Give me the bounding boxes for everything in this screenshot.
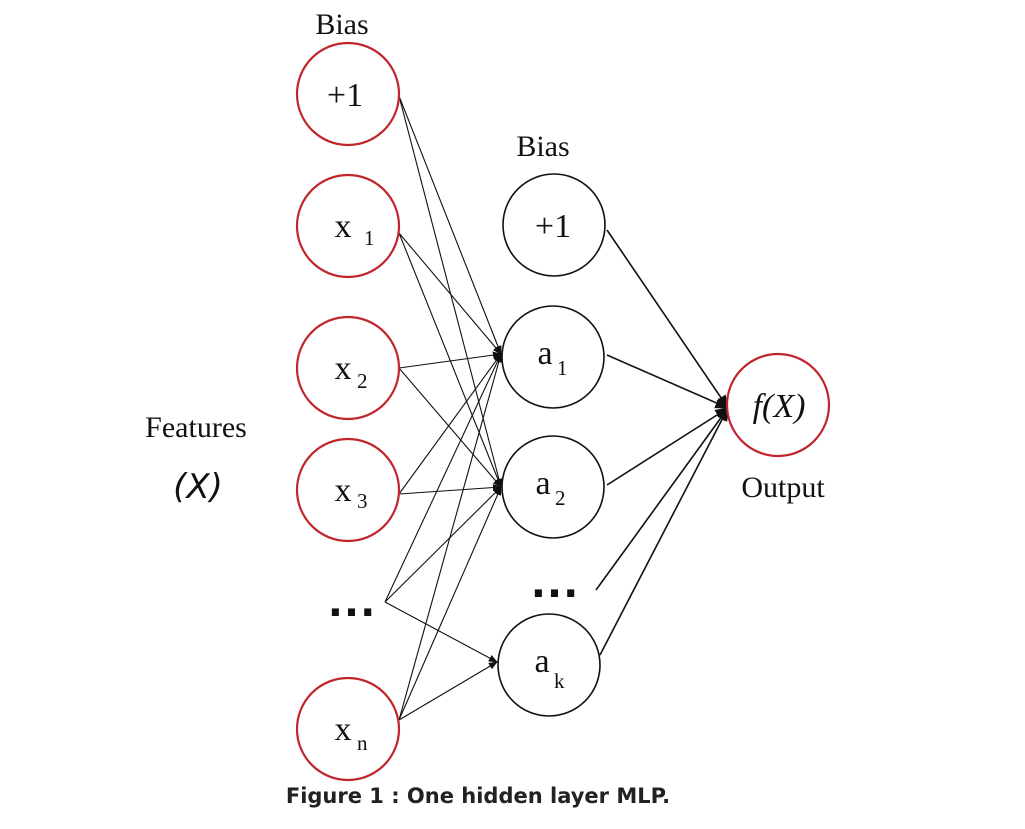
hidden-ellipsis: ... — [531, 561, 580, 607]
input-node-bias: +1 — [295, 41, 401, 147]
edge-dots-to-a1 — [384, 353, 502, 603]
edge-a2-to-output — [606, 407, 730, 486]
edge-hdots-to-output — [595, 406, 729, 591]
svg-text:1: 1 — [364, 226, 375, 250]
edge-ak-to-output — [599, 406, 729, 656]
hidden-node-ak: a k — [497, 613, 601, 717]
hidden-node-a2: a 2 — [501, 435, 605, 539]
svg-text:x: x — [335, 350, 352, 387]
edge-bias-to-a1 — [398, 95, 502, 355]
hidden-node-a1: a 1 — [501, 305, 605, 409]
svg-text:2: 2 — [555, 486, 566, 510]
svg-text:+1: +1 — [535, 208, 571, 245]
output-label: Output — [741, 471, 825, 504]
svg-text:a: a — [534, 643, 549, 680]
svg-text:a: a — [535, 465, 550, 502]
edge-xn-to-a2 — [398, 486, 502, 721]
features-label: Features — [145, 411, 247, 444]
edge-xn-to-a1 — [398, 353, 503, 721]
svg-text:k: k — [554, 669, 565, 693]
svg-text:2: 2 — [357, 369, 368, 393]
input-node-x3: x 3 — [295, 437, 401, 543]
edge-x1-to-a2 — [398, 232, 502, 488]
hidden-bias-title: Bias — [516, 130, 569, 163]
svg-text:1: 1 — [557, 356, 568, 380]
edge-xn-to-ak — [398, 661, 498, 721]
edge-a1-to-output — [606, 354, 730, 409]
input-bias-title: Bias — [315, 8, 368, 41]
svg-text:+1: +1 — [327, 77, 363, 114]
edge-hbias-to-output — [606, 229, 729, 410]
svg-text:f(X): f(X) — [753, 388, 806, 425]
edge-dots-to-a2 — [384, 486, 502, 603]
features-symbol: (X) — [173, 467, 223, 507]
edge-dots-to-ak — [384, 601, 498, 663]
svg-text:n: n — [357, 731, 368, 755]
input-ellipsis: ... — [328, 580, 377, 626]
input-node-x2: x 2 — [295, 315, 401, 421]
hidden-node-bias: +1 — [502, 173, 606, 277]
svg-text:x: x — [335, 208, 352, 245]
edge-x2-to-a1 — [398, 351, 502, 369]
svg-text:x: x — [335, 711, 352, 748]
svg-text:a: a — [537, 335, 552, 372]
svg-text:3: 3 — [357, 489, 368, 513]
output-node: f(X) — [725, 352, 831, 458]
edge-x3-to-a2 — [398, 483, 502, 495]
connection-edges — [384, 95, 730, 721]
edge-x3-to-a1 — [398, 353, 502, 495]
edge-x2-to-a2 — [398, 367, 502, 488]
input-node-x1: x 1 — [295, 173, 401, 279]
figure-caption: Figure 1 : One hidden layer MLP. — [285, 784, 671, 808]
svg-text:x: x — [335, 472, 352, 509]
edge-bias-to-a2 — [398, 95, 503, 488]
input-node-xn: x n — [295, 676, 401, 782]
edge-x1-to-a1 — [398, 232, 502, 355]
